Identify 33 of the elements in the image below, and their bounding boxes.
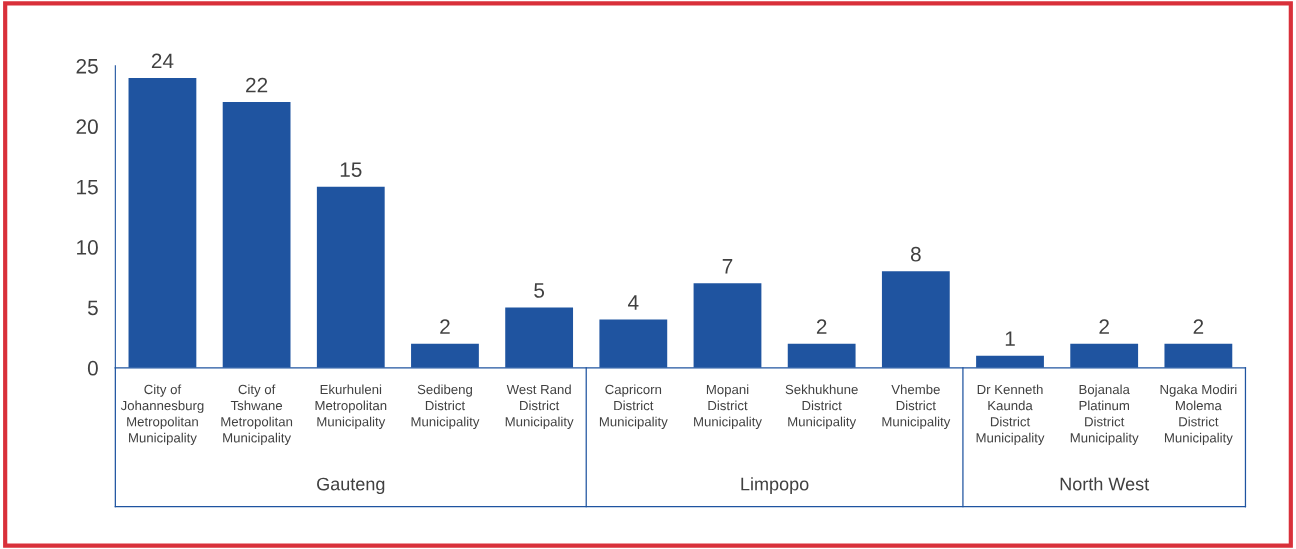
x-tick-label: West Rand District Municipality bbox=[505, 384, 574, 429]
data-label: 22 bbox=[246, 77, 268, 93]
y-tick-label: 5 bbox=[87, 300, 98, 316]
x-tick-label: Mopani District Municipality bbox=[694, 384, 762, 429]
data-label: 2 bbox=[440, 319, 450, 334]
y-tick-label: 25 bbox=[76, 58, 98, 74]
text: Limpopo bbox=[741, 477, 809, 495]
data-label: 4 bbox=[628, 295, 639, 310]
x-tick-label: Bojanala Platinum District Municipality bbox=[1070, 384, 1139, 446]
x-tick-label: Sedibeng District Municipality bbox=[411, 384, 480, 429]
data-label: 2 bbox=[816, 319, 827, 334]
y-tick-label: 0 bbox=[87, 360, 98, 376]
x-tick-label: City of Johannesburg Metropolitan Municipality bbox=[120, 384, 204, 446]
data-label: 1 bbox=[1005, 331, 1015, 346]
x-tick-label: Capricorn District Municipality bbox=[599, 384, 668, 429]
x-tick-label: Vhembe District Municipality bbox=[882, 384, 951, 429]
x-tick-label: Dr Kenneth Kaunda District Municipality bbox=[976, 384, 1045, 446]
data-label: 24 bbox=[151, 53, 174, 69]
data-label: 15 bbox=[340, 162, 362, 177]
x-tick-label: Ngaka Modiri Molema District Municipality bbox=[1160, 384, 1237, 446]
x-tick-label: Sekhukhune District Municipality bbox=[785, 384, 858, 429]
y-tick-label: 10 bbox=[77, 240, 98, 255]
data-label: 7 bbox=[722, 259, 733, 274]
x-tick-label: Ekurhuleni Metropolitan Municipality bbox=[315, 384, 387, 429]
text: Gauteng bbox=[317, 477, 385, 495]
y-tick-label: 20 bbox=[76, 119, 98, 135]
data-label: 8 bbox=[910, 246, 921, 262]
data-label: 2 bbox=[1099, 319, 1109, 334]
data-label: 2 bbox=[1193, 319, 1204, 334]
text: North West bbox=[1060, 477, 1150, 491]
x-tick-label: City of Tshwane Metropolitan Municipality bbox=[221, 384, 293, 446]
y-tick-label: 15 bbox=[77, 179, 98, 195]
data-label: 5 bbox=[534, 283, 545, 298]
